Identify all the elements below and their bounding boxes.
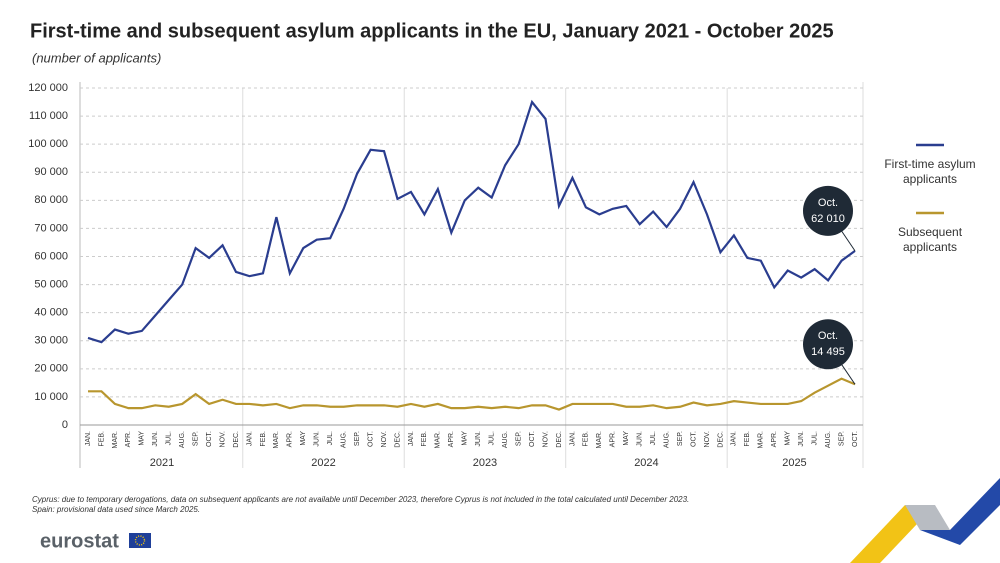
year-label: 2021 [150, 457, 174, 469]
x-tick-label: MAR. [273, 431, 280, 449]
x-tick-label: JAN. [85, 431, 92, 446]
x-tick-label: JUN. [314, 431, 321, 447]
decor [920, 478, 1000, 545]
x-tick-label: MAY [623, 431, 630, 446]
x-tick-label: JUL. [327, 431, 334, 445]
x-tick-label: AUG. [179, 431, 186, 448]
y-tick-label: 70 000 [34, 222, 68, 234]
x-tick-label: JUN. [152, 431, 159, 447]
series-line [88, 377, 856, 411]
y-tick-label: 100 000 [28, 138, 68, 150]
x-tick-label: APR. [125, 431, 132, 447]
y-tick-label: 40 000 [34, 307, 68, 319]
x-tick-label: DEC. [233, 431, 240, 448]
year-label: 2022 [311, 457, 335, 469]
x-tick-label: JUN. [637, 431, 644, 447]
x-tick-label: AUG. [825, 431, 832, 448]
year-label: 2024 [634, 457, 658, 469]
decor [905, 505, 950, 530]
x-tick-label: SEP. [192, 431, 199, 446]
x-tick-label: SEP. [515, 431, 522, 446]
x-tick-label: SEP. [354, 431, 361, 446]
x-tick-label: AUG. [502, 431, 509, 448]
callout-label: Oct. [818, 330, 838, 342]
x-tick-label: JUN. [475, 431, 482, 447]
chart-title: First-time and subsequent asylum applica… [30, 20, 834, 42]
logo-text: eurostat [40, 530, 119, 552]
y-tick-label: 110 000 [29, 110, 68, 122]
x-tick-label: FEB. [744, 431, 751, 447]
y-tick-label: 60 000 [34, 250, 68, 262]
x-tick-label: OCT. [206, 431, 213, 447]
x-tick-label: FEB. [583, 431, 590, 447]
x-tick-label: AUG. [663, 431, 670, 448]
x-tick-label: MAR. [596, 431, 603, 449]
x-tick-label: NOV. [219, 431, 226, 448]
callout-value: 62 010 [811, 213, 845, 225]
x-tick-label: MAY [139, 431, 146, 446]
x-tick-label: MAY [785, 431, 792, 446]
x-tick-label: SEP. [677, 431, 684, 446]
y-tick-label: 30 000 [34, 335, 68, 347]
chart-subtitle: (number of applicants) [32, 50, 161, 65]
x-tick-label: FEB. [260, 431, 267, 447]
x-tick-label: JUL. [650, 431, 657, 445]
x-tick-label: OCT. [367, 431, 374, 447]
eu-stars [134, 535, 146, 546]
callout-bubble [803, 319, 853, 370]
x-tick-label: APR. [448, 431, 455, 447]
legend-label: First-time asylum applicants [884, 157, 976, 186]
y-tick-label: 10 000 [34, 391, 68, 403]
y-tick-label: 50 000 [34, 278, 68, 290]
x-tick-label: MAY [300, 431, 307, 446]
x-tick-label: MAR. [112, 431, 119, 449]
x-tick-label: JAN. [246, 431, 253, 446]
x-tick-label: APR. [771, 431, 778, 447]
x-tick-label: OCT. [852, 431, 859, 447]
x-tick-label: SEP. [838, 431, 845, 446]
year-label: 2025 [782, 457, 806, 469]
y-tick-label: 20 000 [34, 363, 68, 375]
x-tick-label: MAR. [435, 431, 442, 449]
x-tick-label: NOV. [381, 431, 388, 448]
callout-label: Oct. [818, 197, 838, 209]
footnote: Cyprus: due to temporary derogations, da… [32, 495, 689, 504]
year-label: 2023 [473, 457, 497, 469]
legend-label: Subsequent applicants [897, 225, 963, 254]
x-tick-label: MAR. [758, 431, 765, 449]
y-tick-label: 120 000 [28, 82, 68, 94]
eu-flag [129, 533, 151, 548]
series-line [87, 99, 856, 344]
x-tick-label: JUL. [811, 431, 818, 445]
x-tick-label: JAN. [408, 431, 415, 446]
x-tick-label: NOV. [704, 431, 711, 448]
x-tick-label: DEC. [556, 431, 563, 448]
x-tick-label: FEB. [98, 431, 105, 447]
x-tick-label: MAY [462, 431, 469, 446]
x-tick-label: APR. [610, 431, 617, 447]
x-tick-label: DEC. [394, 431, 401, 448]
footnote: Spain: provisional data used since March… [32, 505, 200, 514]
x-tick-label: DEC. [717, 431, 724, 448]
x-tick-label: JAN. [731, 431, 738, 446]
x-tick-label: OCT. [529, 431, 536, 447]
y-tick-label: 80 000 [34, 194, 68, 206]
callout-bubble [803, 185, 853, 236]
x-tick-label: OCT. [690, 431, 697, 447]
x-tick-label: AUG. [341, 431, 348, 448]
x-tick-label: FEB. [421, 431, 428, 447]
y-tick-label: 90 000 [34, 166, 68, 178]
x-tick-label: JUL. [166, 431, 173, 445]
x-tick-label: APR. [287, 431, 294, 447]
x-tick-label: JUL. [489, 431, 496, 445]
x-tick-label: NOV. [542, 431, 549, 448]
callout-value: 14 495 [811, 346, 845, 358]
x-tick-label: JUN. [798, 431, 805, 447]
x-tick-label: JAN. [569, 431, 576, 446]
y-tick-label: 0 [62, 419, 68, 431]
